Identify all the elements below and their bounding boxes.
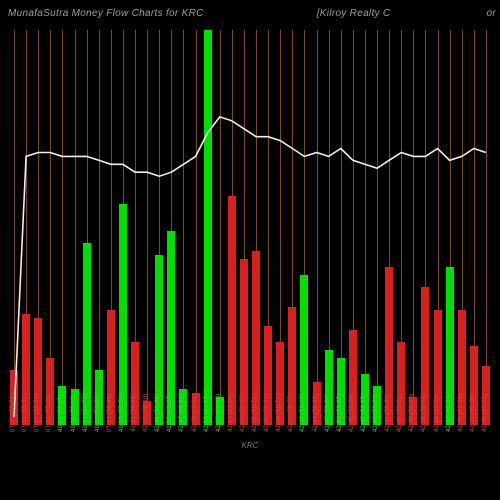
header-left: MunafaSutra Money Flow Charts for KRC bbox=[8, 8, 204, 19]
x-tick-label: 42.58 (61.85) bbox=[204, 394, 210, 432]
x-tick-label: 42.42 (60.32) bbox=[446, 394, 452, 432]
x-tick-label: 42.38 (59.60) bbox=[434, 394, 440, 432]
header-right: or bbox=[487, 8, 497, 19]
volume-bar bbox=[228, 196, 236, 425]
price-line bbox=[8, 30, 492, 425]
money-flow-chart bbox=[8, 30, 492, 425]
x-tick-label: 42.16 (58.00) bbox=[143, 394, 149, 432]
x-tick-label: 42.40 (60.85) bbox=[482, 394, 488, 432]
x-tick-label: 42.44 (59.42) bbox=[313, 394, 319, 432]
grid-line bbox=[220, 30, 221, 425]
x-tick-label: 42.48 (58.21) bbox=[264, 394, 270, 432]
x-tick-label: 42.40 (59.29) bbox=[409, 394, 415, 432]
x-tick-label: 42.38 (60.61) bbox=[192, 394, 198, 432]
x-tick-label: 07.31 (55.44) bbox=[107, 394, 113, 432]
x-tick-label: 42.40 (60.36) bbox=[458, 394, 464, 432]
x-tick-label: 42.40 (59.31) bbox=[397, 394, 403, 432]
x-tick-label: 42.44 (58.73) bbox=[276, 394, 282, 432]
x-tick-label: 40.23 (57.50) bbox=[119, 394, 125, 432]
x-tick-label: 42.41 (59.80) bbox=[385, 394, 391, 432]
x-tick-label: 42.50 (59.67) bbox=[337, 394, 343, 432]
volume-bar bbox=[204, 30, 212, 425]
x-axis-labels: 07.31 (55.79)07.31 (55.51)07.31 (55.44)0… bbox=[8, 428, 492, 500]
x-tick-label: 42.41 (60.08) bbox=[470, 394, 476, 432]
volume-bar bbox=[119, 204, 127, 425]
x-tick-label: 07.31 (55.51) bbox=[22, 394, 28, 432]
grid-line bbox=[14, 30, 15, 425]
x-tick-label: 42.34 (59.88) bbox=[155, 394, 161, 432]
grid-line bbox=[317, 30, 318, 425]
grid-line bbox=[99, 30, 100, 425]
x-tick-label: 42.38 (59.48) bbox=[421, 394, 427, 432]
x-tick-label: 42.47 (59.25) bbox=[361, 394, 367, 432]
x-tick-label: 40.14 (56.26) bbox=[95, 394, 101, 432]
x-tick-label: 07.31 (55.44) bbox=[34, 394, 40, 432]
header-mid: [Kilroy Realty C bbox=[317, 8, 391, 19]
x-tick-label: 42.37 (60.65) bbox=[167, 394, 173, 432]
x-tick-label: 42.37 (60.68) bbox=[179, 394, 185, 432]
x-tick-label: 42.52 (58.72) bbox=[252, 394, 258, 432]
grid-line bbox=[62, 30, 63, 425]
x-tick-label: 42.61 (60.04) bbox=[228, 394, 234, 432]
x-tick-label: 42.62 (61.40) bbox=[216, 394, 222, 432]
x-tick-label: 40.14 (56.75) bbox=[83, 394, 89, 432]
x-tick-label: 42.47 (59.84) bbox=[325, 394, 331, 432]
x-tick-label: 40.11 (55.67) bbox=[58, 394, 64, 432]
grid-line bbox=[196, 30, 197, 425]
grid-line bbox=[377, 30, 378, 425]
x-tick-label: 07.31 (55.09) bbox=[46, 394, 52, 432]
chart-header: MunafaSutra Money Flow Charts for KRC [K… bbox=[0, 8, 500, 19]
x-tick-label: 42.48 (59.31) bbox=[373, 394, 379, 432]
grid-line bbox=[413, 30, 414, 425]
grid-line bbox=[183, 30, 184, 425]
grid-line bbox=[365, 30, 366, 425]
x-tick-label: 07.31 (55.79) bbox=[10, 394, 16, 432]
x-tick-label: 42.41 (58.75) bbox=[288, 394, 294, 432]
grid-line bbox=[147, 30, 148, 425]
x-tick-label: 42.47 (59.43) bbox=[300, 394, 306, 432]
grid-line bbox=[75, 30, 76, 425]
x-tick-label: 42.31 (56.65) bbox=[131, 394, 137, 432]
ticker-label: KRC bbox=[242, 441, 259, 450]
x-tick-label: 40.11 (55.02) bbox=[71, 394, 77, 432]
x-tick-label: 42.45 (59.39) bbox=[349, 394, 355, 432]
x-tick-label: 42.60 (59.07) bbox=[240, 394, 246, 432]
